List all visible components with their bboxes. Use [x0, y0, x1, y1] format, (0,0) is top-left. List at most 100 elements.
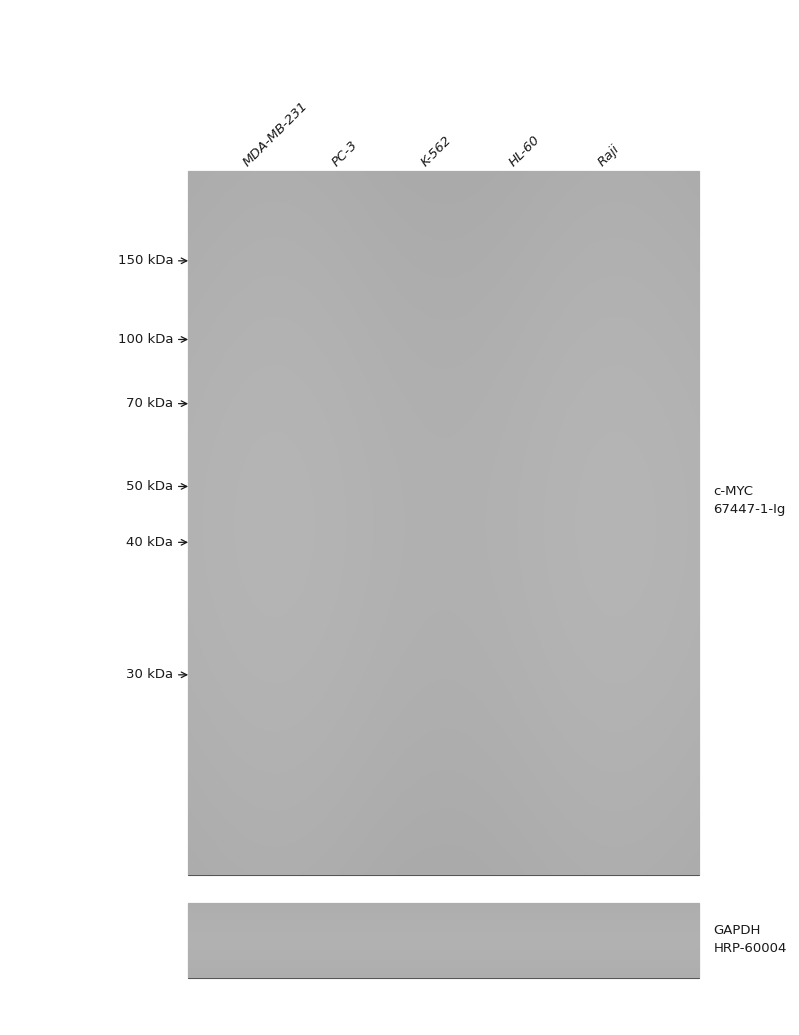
Ellipse shape — [244, 499, 256, 503]
Ellipse shape — [584, 493, 626, 509]
Ellipse shape — [499, 934, 533, 946]
Ellipse shape — [496, 495, 536, 507]
Ellipse shape — [233, 937, 267, 945]
Ellipse shape — [511, 938, 521, 942]
Ellipse shape — [419, 498, 436, 504]
Ellipse shape — [334, 938, 344, 942]
Ellipse shape — [223, 490, 277, 512]
Ellipse shape — [334, 499, 344, 503]
Ellipse shape — [600, 938, 610, 942]
Ellipse shape — [221, 929, 279, 950]
Ellipse shape — [396, 928, 459, 951]
Ellipse shape — [596, 937, 614, 943]
Text: PC-3: PC-3 — [329, 138, 360, 169]
Ellipse shape — [411, 934, 443, 946]
Ellipse shape — [574, 928, 636, 951]
Text: 70 kDa: 70 kDa — [126, 397, 173, 410]
Ellipse shape — [572, 487, 638, 514]
Ellipse shape — [483, 928, 549, 951]
Ellipse shape — [214, 486, 286, 515]
Ellipse shape — [319, 933, 359, 947]
Ellipse shape — [315, 493, 363, 509]
Text: K-562: K-562 — [418, 134, 454, 169]
Ellipse shape — [323, 495, 355, 507]
Ellipse shape — [507, 937, 525, 943]
Ellipse shape — [232, 494, 268, 508]
Ellipse shape — [412, 937, 443, 945]
Ellipse shape — [500, 496, 532, 506]
Ellipse shape — [588, 494, 622, 508]
Ellipse shape — [315, 932, 363, 948]
Ellipse shape — [593, 936, 617, 944]
Ellipse shape — [585, 933, 625, 947]
Ellipse shape — [503, 936, 529, 944]
Ellipse shape — [324, 937, 355, 945]
Text: MDA-MB-231: MDA-MB-231 — [240, 99, 311, 169]
Ellipse shape — [324, 498, 355, 506]
Text: Raji: Raji — [595, 142, 622, 169]
Text: WWW.PTGAB.COM: WWW.PTGAB.COM — [354, 414, 469, 631]
Ellipse shape — [507, 498, 525, 504]
Ellipse shape — [589, 934, 621, 946]
Ellipse shape — [403, 493, 451, 509]
Ellipse shape — [229, 933, 271, 947]
Ellipse shape — [511, 499, 521, 502]
Ellipse shape — [240, 497, 260, 505]
Ellipse shape — [407, 933, 447, 947]
Text: GAPDH
HRP-60004: GAPDH HRP-60004 — [714, 924, 787, 955]
Ellipse shape — [415, 936, 439, 944]
Ellipse shape — [487, 929, 545, 950]
Ellipse shape — [495, 933, 537, 947]
Ellipse shape — [407, 495, 447, 507]
Ellipse shape — [400, 929, 455, 950]
Ellipse shape — [312, 929, 366, 950]
Ellipse shape — [581, 423, 629, 442]
Ellipse shape — [596, 497, 614, 505]
Ellipse shape — [323, 934, 355, 946]
Ellipse shape — [578, 929, 632, 950]
Text: c-MYC
67447-1-Ig: c-MYC 67447-1-Ig — [714, 485, 786, 516]
Ellipse shape — [327, 936, 351, 944]
Ellipse shape — [330, 937, 348, 943]
Ellipse shape — [423, 499, 432, 502]
Ellipse shape — [327, 497, 351, 505]
Ellipse shape — [217, 928, 283, 951]
Ellipse shape — [308, 490, 370, 512]
Ellipse shape — [589, 937, 620, 945]
Ellipse shape — [233, 934, 267, 946]
Ellipse shape — [576, 490, 634, 512]
Ellipse shape — [492, 493, 540, 509]
Ellipse shape — [580, 491, 630, 511]
Ellipse shape — [312, 491, 366, 511]
Ellipse shape — [308, 928, 370, 951]
Ellipse shape — [500, 937, 532, 945]
Text: 30 kDa: 30 kDa — [126, 669, 173, 681]
Ellipse shape — [245, 938, 255, 942]
Ellipse shape — [423, 938, 432, 942]
Ellipse shape — [403, 932, 451, 948]
Text: 50 kDa: 50 kDa — [126, 480, 173, 493]
Ellipse shape — [225, 932, 275, 948]
Bar — [188, 903, 699, 978]
Text: 100 kDa: 100 kDa — [118, 333, 173, 346]
Ellipse shape — [218, 489, 282, 513]
Ellipse shape — [236, 495, 264, 506]
Ellipse shape — [581, 932, 629, 948]
Ellipse shape — [412, 499, 443, 505]
Ellipse shape — [600, 499, 610, 503]
Ellipse shape — [400, 492, 455, 510]
Ellipse shape — [592, 496, 618, 506]
Ellipse shape — [489, 492, 543, 510]
Ellipse shape — [232, 497, 268, 507]
Ellipse shape — [491, 932, 541, 948]
Ellipse shape — [319, 494, 359, 508]
Ellipse shape — [485, 491, 547, 511]
Ellipse shape — [504, 497, 528, 505]
Ellipse shape — [227, 492, 273, 510]
Text: 150 kDa: 150 kDa — [117, 255, 173, 267]
Ellipse shape — [396, 491, 459, 511]
Ellipse shape — [411, 496, 443, 506]
Ellipse shape — [588, 498, 622, 507]
Ellipse shape — [419, 937, 436, 943]
Bar — [188, 171, 699, 875]
